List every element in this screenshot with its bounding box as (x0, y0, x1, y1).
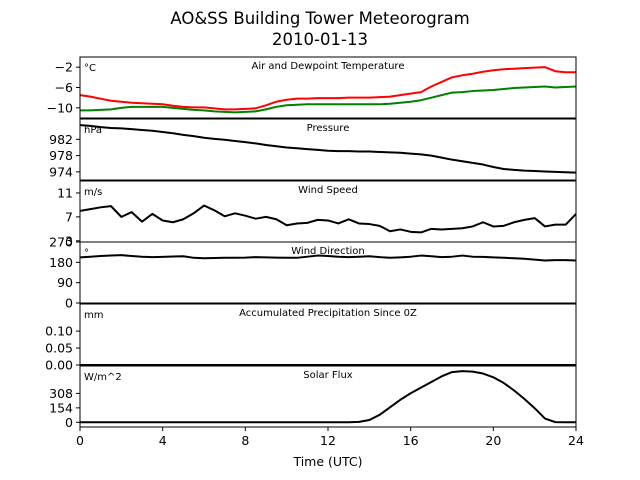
panel-3-series-line-0 (80, 254, 576, 262)
panel-3-unit-label: ° (84, 248, 89, 259)
panel-1-ytick-label-0: 982 (49, 132, 73, 147)
panel-0-ytick-label-1: −6 (55, 80, 73, 95)
panel-5-ytick-label-1: 154 (49, 400, 73, 415)
panel-4-ytick-label-1: 0.05 (45, 341, 73, 356)
xtick-label-6: 24 (568, 433, 584, 448)
panels-group: −2 −6 −10 °C Air and Dewpoint Temperature 982… (45, 56, 584, 448)
panel-2-ytick-label-1: 7 (65, 209, 73, 224)
chart-subtitle: 2010-01-13 (272, 30, 368, 49)
panel-4-frame (79, 303, 577, 366)
xtick-label-2: 8 (241, 433, 249, 448)
panel-4-ytick-label-0: 0.10 (45, 324, 73, 339)
panel-2-unit-label: m/s (84, 187, 102, 198)
panel-0-ytick-label-0: −2 (55, 60, 73, 75)
xtick-label-5: 20 (485, 433, 501, 448)
panel-1-frame (79, 118, 577, 181)
panel-0-series-line-1 (80, 85, 576, 114)
panel-2-title: Wind Speed (298, 185, 358, 196)
xtick-label-4: 16 (403, 433, 419, 448)
panel-5-ytick-label-0: 308 (49, 386, 73, 401)
panel-5-title: Solar Flux (303, 370, 353, 381)
panel-3-ytick-label-1: 180 (49, 255, 73, 270)
panel-0-unit-label: °C (84, 63, 96, 74)
x-axis-label: Time (UTC) (292, 454, 362, 469)
chart-title: AO&SS Building Tower Meteorogram (170, 9, 469, 28)
panel-3-frame (79, 241, 577, 304)
xtick-label-3: 12 (320, 433, 336, 448)
panel-2-series-line-0 (80, 204, 576, 234)
panel-1-ytick-label-2: 974 (49, 164, 73, 179)
panel-2-ytick-label-0: 11 (57, 185, 73, 200)
panel-1-ytick-label-1: 978 (49, 148, 73, 163)
panel-4-unit-label: mm (84, 310, 103, 321)
panel-5-ytick-label-2: 0 (65, 415, 73, 430)
panel-1-series-line-0 (80, 124, 576, 174)
panel-0-ytick-label-2: −10 (47, 100, 73, 115)
panel-1-title: Pressure (307, 123, 350, 134)
panel-0-series-line-0 (80, 66, 576, 111)
panel-5-series-line-0 (80, 370, 576, 424)
xtick-label-0: 0 (76, 433, 84, 448)
panel-3-title: Wind Direction (291, 246, 365, 257)
panel-3-ytick-label-0: 270 (49, 235, 73, 250)
panel-4-title: Accumulated Precipitation Since 0Z (239, 308, 417, 319)
panel-3-ytick-label-2: 90 (57, 275, 73, 290)
panel-2-ytick-label-2: 3 (65, 233, 73, 248)
xtick-label-1: 4 (159, 433, 167, 448)
panel-4-ytick-label-2: 0.00 (45, 358, 73, 373)
panel-5-unit-label: W/m^2 (84, 372, 122, 383)
panel-1-unit-label: hPa (84, 125, 102, 136)
panel-0-title: Air and Dewpoint Temperature (252, 61, 405, 72)
panel-3-ytick-label-3: 0 (65, 296, 73, 311)
